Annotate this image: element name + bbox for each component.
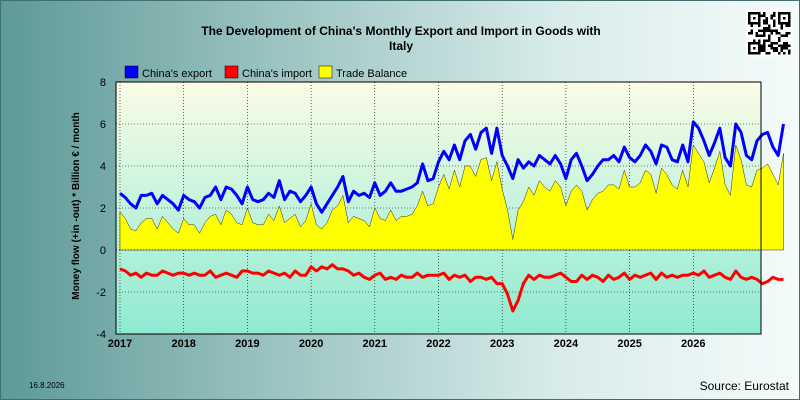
export-series-line: [119, 120, 785, 214]
x-tick-label: 2019: [235, 338, 259, 350]
legend-swatch-export: [124, 65, 139, 79]
y-tick-label: -2: [96, 287, 106, 299]
x-tick-label: 2017: [108, 338, 132, 350]
legend: China's export China's import Trade Bala…: [124, 65, 407, 80]
x-tick-label: 2025: [617, 338, 641, 350]
x-tick-label: 2020: [299, 338, 323, 350]
legend-swatch-import: [224, 65, 239, 79]
trade-balance-area: [119, 144, 784, 251]
source-label: Source: Eurostat: [700, 379, 790, 393]
y-tick-label: -4: [96, 329, 106, 341]
y-axis-label: Money flow (+in -out) * Billion € / mont…: [71, 112, 82, 300]
plot-area: [115, 81, 785, 335]
y-tick-label: 2: [100, 203, 106, 215]
chart-title-line2: Italy: [389, 39, 413, 53]
x-tick-label: 2018: [171, 338, 195, 350]
x-tick-label: 2022: [426, 338, 450, 350]
y-tick-label: 4: [100, 161, 106, 173]
legend-swatch-balance: [318, 65, 333, 79]
import-series-line: [119, 263, 784, 313]
legend-export-label: China's export: [142, 68, 212, 80]
chart-title: The Development of China's Monthly Expor…: [201, 24, 601, 38]
y-tick-label: 6: [100, 119, 106, 131]
y-tick-label: 8: [100, 77, 106, 89]
y-tick-label: 0: [100, 245, 106, 257]
legend-import-label: China's import: [242, 68, 312, 80]
legend-balance-label: Trade Balance: [336, 68, 407, 80]
qr-code-icon: [746, 10, 793, 57]
date-stamp: 16.8.2026: [29, 381, 65, 390]
x-tick-label: 2026: [681, 338, 705, 350]
plot-border: [115, 81, 762, 335]
x-tick-label: 2023: [490, 338, 514, 350]
x-tick-label: 2021: [363, 338, 387, 350]
x-tick-label: 2024: [554, 338, 579, 350]
